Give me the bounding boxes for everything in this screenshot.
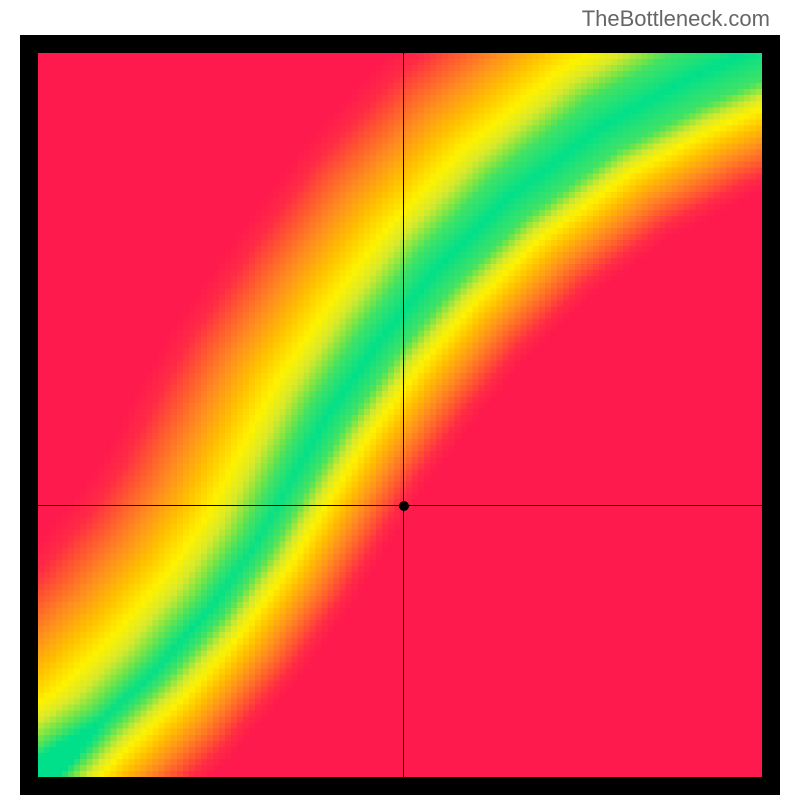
watermark-text: TheBottleneck.com [582, 6, 770, 32]
heatmap-canvas [38, 53, 762, 777]
chart-container: TheBottleneck.com [0, 0, 800, 800]
marker-point [399, 501, 409, 511]
crosshair-vertical [403, 53, 404, 777]
chart-frame [20, 35, 780, 795]
